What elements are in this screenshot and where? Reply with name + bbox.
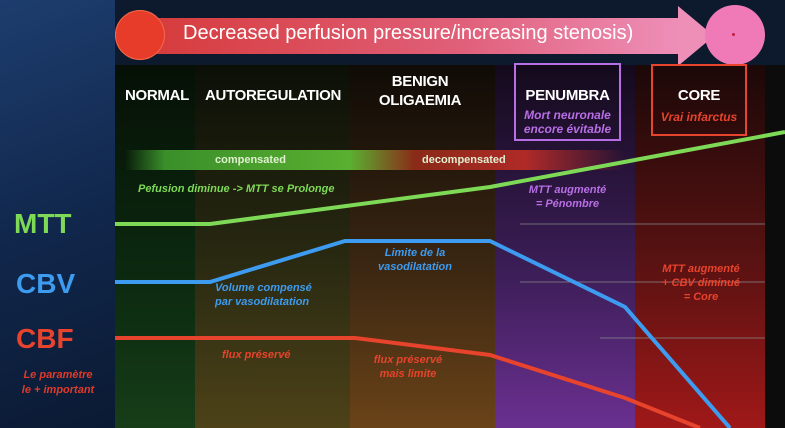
- left-legend-panel: [0, 0, 115, 428]
- decompensated-label: decompensated: [422, 154, 506, 166]
- annotation-core: MTT augmenté + CBV diminué = Core: [642, 262, 760, 304]
- legend-mtt: MTT: [14, 208, 72, 239]
- stage-label-autoregulation: AUTOREGULATION: [205, 87, 342, 104]
- stage-label-normal: NORMAL: [125, 87, 190, 104]
- annotation-mtt-penumbra-line1: MTT augmenté: [528, 184, 607, 196]
- annotation-core-line1: MTT augmenté: [662, 263, 740, 275]
- end-circle: [705, 5, 765, 65]
- annotation-volume-line1: Volume compensé: [215, 282, 312, 294]
- cbv-curve: [115, 239, 732, 428]
- annotation-flux-limit-line1: flux préservé: [373, 354, 443, 366]
- penumbra-subtitle: Mort neuronale encore évitable: [516, 108, 619, 136]
- stage-label-benign: BENIGN OLIGAEMIA: [370, 72, 470, 110]
- legend-cbv: CBV: [16, 268, 76, 299]
- annotation-flux-preserved: flux préservé: [222, 349, 291, 361]
- annotation-core-line3: = Core: [683, 291, 719, 303]
- core-subtitle: Vrai infarctus: [660, 110, 738, 124]
- annotation-mtt-penumbra: MTT augmenté = Pénombre: [515, 183, 620, 211]
- annotation-limit-line1: Limite de la: [384, 247, 446, 259]
- banner-text: Decreased perfusion pressure/increasing …: [183, 22, 634, 44]
- stage-column-benign-oligaemia: [350, 65, 495, 428]
- core-box: [651, 64, 747, 136]
- penumbra-subtitle-line2: encore évitable: [523, 122, 612, 136]
- stage-label-benign-line1: BENIGN: [391, 73, 449, 90]
- perfusion-arrow-banner: [140, 18, 680, 54]
- legend-note-line2: le + important: [21, 384, 95, 396]
- annotation-limit-line2: vasodilatation: [378, 261, 452, 273]
- stage-column-penumbra: [495, 65, 635, 428]
- legend-cbf: CBF: [16, 323, 74, 354]
- stage-column-core: [635, 65, 765, 428]
- annotation-limit: Limite de la vasodilatation: [360, 246, 470, 274]
- right-edge-panel: [765, 65, 785, 428]
- penumbra-subtitle-line1: Mort neuronale: [524, 108, 611, 122]
- annotation-volume-line2: par vasodilatation: [215, 296, 310, 308]
- annotation-flux-limit-line2: mais limite: [379, 368, 437, 380]
- start-circle: [115, 10, 165, 60]
- mtt-curve: [115, 130, 785, 226]
- compensation-bar: [125, 150, 625, 170]
- stage-label-penumbra: PENUMBRA: [525, 87, 610, 104]
- penumbra-box: [514, 63, 621, 141]
- cbf-curve: [115, 336, 701, 428]
- annotation-mtt-penumbra-line2: = Pénombre: [535, 198, 600, 210]
- legend-note: Le paramètre le + important: [8, 368, 108, 398]
- annotation-flux-limit: flux préservé mais limite: [358, 353, 458, 381]
- annotation-volume: Volume compensé par vasodilatation: [215, 281, 340, 309]
- stage-label-benign-line2: OLIGAEMIA: [378, 92, 462, 109]
- compensated-label: compensated: [215, 154, 286, 166]
- end-circle-dot: [732, 33, 735, 36]
- annotation-perfusion: Pefusion diminue -> MTT se Prolonge: [138, 183, 335, 195]
- legend-note-line1: Le paramètre: [23, 369, 93, 381]
- stage-label-core: CORE: [677, 87, 721, 104]
- annotation-core-line2: + CBV diminué: [662, 277, 740, 289]
- stage-column-normal: [115, 65, 195, 428]
